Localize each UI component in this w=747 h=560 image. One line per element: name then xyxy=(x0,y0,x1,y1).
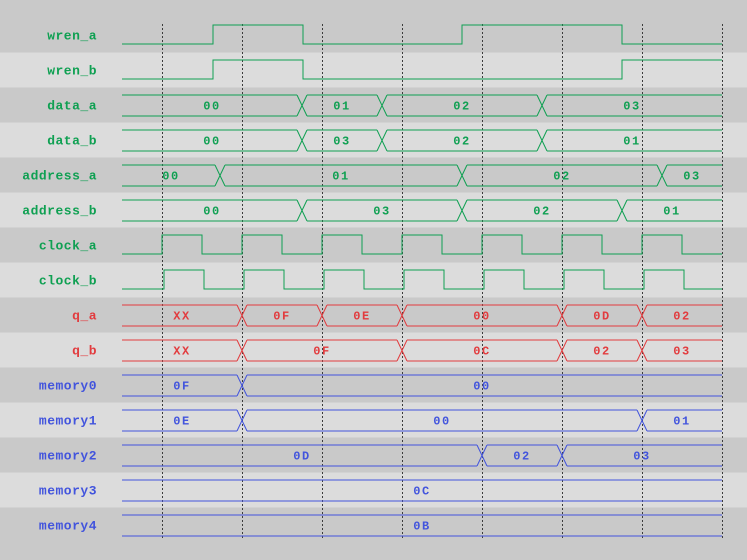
signal-name-label-address_a[interactable]: address_a xyxy=(22,169,97,184)
bus-transition-address_a xyxy=(456,164,468,187)
bus-transition-q_b xyxy=(236,339,248,362)
bus-transition-q_a xyxy=(316,304,328,327)
bus-value-label: 0F xyxy=(313,345,330,359)
row-band-q_b xyxy=(0,332,747,368)
bus-value-label: 00 xyxy=(473,310,490,324)
bus-transition-memory1 xyxy=(636,409,648,432)
wave-wren_a xyxy=(122,24,722,45)
bus-transition-q_b xyxy=(636,339,648,362)
bus-value-label: 02 xyxy=(513,450,530,464)
bus-value-label: 03 xyxy=(673,345,690,359)
bus-value-label: 0C xyxy=(473,345,490,359)
bus-value-label: 0C xyxy=(413,485,430,499)
bus-value-label: XX xyxy=(173,345,190,359)
bus-transition-q_b xyxy=(396,339,408,362)
signal-name-label-wren_a[interactable]: wren_a xyxy=(47,29,97,44)
row-band-memory1 xyxy=(0,402,747,438)
bus-value-label: 02 xyxy=(453,100,470,114)
bus-value-label: 00 xyxy=(203,135,220,149)
bus-value-label: 00 xyxy=(433,415,450,429)
signal-name-label-clock_b[interactable]: clock_b xyxy=(39,274,97,289)
bus-value-label: 0D xyxy=(293,450,310,464)
signal-name-label-address_b[interactable]: address_b xyxy=(22,204,97,219)
bus-transition-address_a xyxy=(656,164,668,187)
bus-value-label: 0D xyxy=(593,310,610,324)
bus-value-label: 00 xyxy=(162,170,179,184)
signal-name-label-memory0[interactable]: memory0 xyxy=(39,379,97,394)
bus-value-label: 02 xyxy=(593,345,610,359)
bus-value-label: 0E xyxy=(353,310,370,324)
row-band-wren_b xyxy=(0,52,747,88)
bus-transition-memory1 xyxy=(236,409,248,432)
bus-value-label: 01 xyxy=(623,135,640,149)
bus-transition-q_a xyxy=(396,304,408,327)
bus-value-label: 00 xyxy=(473,380,490,394)
row-band-memory3 xyxy=(0,472,747,508)
bus-value-label: 0E xyxy=(173,415,190,429)
wave-clock_b xyxy=(122,269,722,290)
row-band-clock_b xyxy=(0,262,747,298)
bus-transition-q_a xyxy=(556,304,568,327)
bus-value-label: 01 xyxy=(332,170,349,184)
bus-transition-memory2 xyxy=(476,444,488,467)
bus-value-label: 03 xyxy=(373,205,390,219)
bus-value-label: 03 xyxy=(633,450,650,464)
signal-name-label-wren_b[interactable]: wren_b xyxy=(47,64,97,79)
signal-name-label-memory2[interactable]: memory2 xyxy=(39,449,97,464)
bus-transition-data_a xyxy=(536,94,548,117)
bus-value-label: 0F xyxy=(273,310,290,324)
bus-value-label: 0B xyxy=(413,520,430,534)
bus-value-label: 03 xyxy=(683,170,700,184)
signal-name-label-data_b[interactable]: data_b xyxy=(47,134,97,149)
bus-value-label: 02 xyxy=(673,310,690,324)
bus-transition-data_b xyxy=(296,129,308,152)
bus-transition-address_b xyxy=(616,199,628,222)
bus-transition-address_a xyxy=(214,164,226,187)
bus-value-label: 02 xyxy=(553,170,570,184)
signal-name-label-q_a[interactable]: q_a xyxy=(72,309,97,324)
bus-transition-data_a xyxy=(376,94,388,117)
signal-name-label-memory1[interactable]: memory1 xyxy=(39,414,97,429)
bus-value-label: 0F xyxy=(173,380,190,394)
wave-wren_b xyxy=(122,59,722,80)
bus-value-label: 02 xyxy=(453,135,470,149)
bus-value-label: 00 xyxy=(203,100,220,114)
bus-transition-q_b xyxy=(556,339,568,362)
bus-value-label: 02 xyxy=(533,205,550,219)
bus-transition-memory2 xyxy=(556,444,568,467)
bus-transition-data_a xyxy=(296,94,308,117)
wave-clock_a xyxy=(122,234,722,255)
bus-transition-data_b xyxy=(536,129,548,152)
bus-value-label: 01 xyxy=(663,205,680,219)
signal-name-label-clock_a[interactable]: clock_a xyxy=(39,239,97,254)
bus-transition-address_b xyxy=(456,199,468,222)
bus-transition-q_a xyxy=(636,304,648,327)
bus-value-label: 03 xyxy=(623,100,640,114)
signal-name-label-memory4[interactable]: memory4 xyxy=(39,519,97,534)
signal-name-label-memory3[interactable]: memory3 xyxy=(39,484,97,499)
bus-value-label: 01 xyxy=(673,415,690,429)
bus-value-label: 01 xyxy=(333,100,350,114)
bus-transition-data_b xyxy=(376,129,388,152)
signal-name-label-q_b[interactable]: q_b xyxy=(72,344,97,359)
row-band-data_b xyxy=(0,122,747,158)
signal-name-label-data_a[interactable]: data_a xyxy=(47,99,97,114)
bus-value-label: 00 xyxy=(203,205,220,219)
bus-value-label: XX xyxy=(173,310,190,324)
bus-transition-address_b xyxy=(296,199,308,222)
bus-value-label: 03 xyxy=(333,135,350,149)
bus-transition-memory0 xyxy=(236,374,248,397)
bus-transition-q_a xyxy=(236,304,248,327)
